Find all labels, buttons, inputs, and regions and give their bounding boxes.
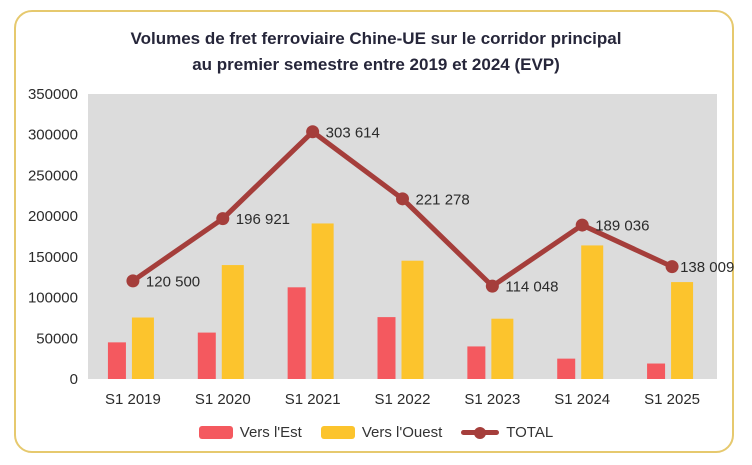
bar-vers-ouest <box>581 245 604 379</box>
legend-swatch-dot <box>474 426 487 439</box>
bar-vers-ouest <box>131 317 154 379</box>
chart-title: Volumes de fret ferroviaire Chine-UE sur… <box>0 26 752 77</box>
y-axis-tick-label: 350000 <box>28 86 78 103</box>
legend-swatch-line-dot <box>461 426 500 439</box>
bar-vers-ouest <box>401 260 424 379</box>
total-point <box>665 260 679 274</box>
bar-vers-est <box>377 317 396 379</box>
y-axis-tick-label: 250000 <box>28 167 78 184</box>
bar-vers-ouest <box>491 318 514 379</box>
y-axis-tick-label: 100000 <box>28 290 78 307</box>
bar-vers-est <box>197 332 216 379</box>
y-axis-tick-label: 150000 <box>28 249 78 266</box>
total-point-label: 303 614 <box>326 124 380 141</box>
x-axis-tick-label: S1 2020 <box>195 391 251 408</box>
y-axis-tick-label: 50000 <box>36 330 78 347</box>
y-axis-tick-label: 200000 <box>28 208 78 225</box>
total-point-label: 138 009 <box>680 259 734 276</box>
total-point-label: 189 036 <box>595 218 649 235</box>
bar-vers-est <box>557 358 576 379</box>
total-point <box>575 218 589 232</box>
bar-vers-ouest <box>671 282 694 379</box>
legend-item-total: TOTAL <box>461 424 553 441</box>
x-axis-tick-label: S1 2025 <box>644 391 700 408</box>
total-point <box>396 192 409 206</box>
total-point-label: 221 278 <box>416 191 470 208</box>
chart-title-line2: au premier semestre entre 2019 et 2024 (… <box>192 54 560 74</box>
bar-vers-est <box>647 363 666 379</box>
x-axis-tick-label: S1 2024 <box>554 391 610 408</box>
chart-legend: Vers l'Est Vers l'Ouest TOTAL <box>0 424 752 441</box>
legend-swatch-bar <box>198 426 233 439</box>
bar-vers-est <box>287 287 306 379</box>
bar-vers-est <box>107 342 126 379</box>
x-axis-tick-label: S1 2022 <box>375 391 431 408</box>
total-point <box>126 274 140 288</box>
total-point <box>306 125 320 139</box>
legend-label: TOTAL <box>506 424 554 441</box>
legend-swatch-bar <box>320 426 355 439</box>
chart-title-line1: Volumes de fret ferroviaire Chine-UE sur… <box>130 29 622 48</box>
x-axis-tick-label: S1 2019 <box>105 391 161 408</box>
legend-item-vers-l-est: Vers l'Est <box>198 424 302 441</box>
bar-vers-est <box>467 346 486 379</box>
total-point-label: 196 921 <box>236 211 290 228</box>
x-axis-tick-label: S1 2023 <box>464 391 520 408</box>
total-point-label: 120 500 <box>146 273 200 290</box>
legend-label: Vers l'Est <box>239 424 302 441</box>
y-axis-tick-label: 0 <box>70 371 78 388</box>
total-point <box>216 212 230 226</box>
bar-vers-ouest <box>311 223 334 379</box>
total-point-label: 114 048 <box>505 279 558 296</box>
legend-label: Vers l'Ouest <box>361 424 443 441</box>
total-point <box>485 279 499 293</box>
bar-vers-ouest <box>221 265 244 379</box>
legend-item-vers-l-ouest: Vers l'Ouest <box>320 424 443 441</box>
x-axis-tick-label: S1 2021 <box>285 391 341 408</box>
y-axis-tick-label: 300000 <box>28 127 78 144</box>
